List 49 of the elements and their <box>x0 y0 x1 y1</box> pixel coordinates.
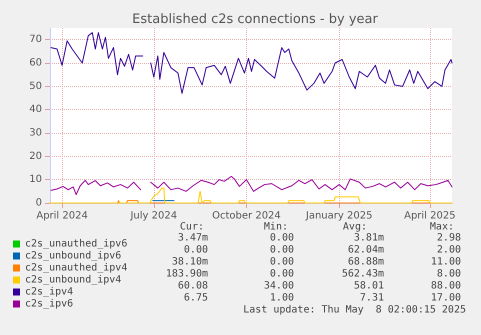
text: 183.90m <box>166 268 208 280</box>
text: 17.00 <box>430 292 461 304</box>
text: 8.00 <box>436 268 461 280</box>
text: 3.81m <box>354 232 384 244</box>
text: 11.00 <box>430 256 461 268</box>
text: Max: <box>430 222 454 232</box>
text: Cur: <box>180 222 204 232</box>
y-tick-label: 0 <box>36 198 42 208</box>
text: 0.00 <box>270 244 294 256</box>
text: 562.43m <box>342 268 384 280</box>
text: 0.00 <box>270 232 294 244</box>
text: 2.00 <box>436 244 461 256</box>
text: 0.00 <box>184 244 208 256</box>
legend-label: c2s_unauthed_ipv4 <box>25 262 128 274</box>
x-tick-label: April 2025 <box>404 210 456 222</box>
text: Min: <box>264 222 288 232</box>
text: 58.01 <box>354 280 384 292</box>
text: 0.00 <box>270 268 294 280</box>
text: 62.04m <box>348 244 384 256</box>
legend-label: c2s_unauthed_ipv6 <box>25 238 128 250</box>
x-tick-label: January 2025 <box>304 210 372 222</box>
y-tick-label: 70 <box>29 34 42 46</box>
text: 0.00 <box>270 256 294 268</box>
y-tick-label: 20 <box>29 150 42 162</box>
y-tick-label: 60 <box>29 58 42 68</box>
x-tick-label: July 2024 <box>129 210 178 222</box>
legend-label: c2s_unbound_ipv6 <box>25 250 122 262</box>
legend-label: c2s_unbound_ipv4 <box>25 274 122 286</box>
text: 1.00 <box>270 292 294 304</box>
y-tick-label: 40 <box>29 104 42 116</box>
text: 34.00 <box>264 280 294 292</box>
text: 60.08 <box>178 280 208 292</box>
text: 38.10m <box>172 256 208 268</box>
x-tick-label: October 2024 <box>212 210 281 222</box>
x-tick-label: April 2024 <box>36 210 88 222</box>
text: 2.98 <box>436 232 461 244</box>
text: 6.75 <box>184 292 208 304</box>
text: Last update: Thu May 8 02:00:15 2025 <box>243 304 466 316</box>
legend-label: c2s_ipv6 <box>25 298 74 310</box>
legend-label: c2s_ipv4 <box>25 286 74 298</box>
chart-title: Established c2s connections - by year <box>132 12 378 27</box>
y-tick-label: 30 <box>29 128 42 138</box>
text: 68.88m <box>348 256 384 268</box>
text: Avg: <box>342 222 367 232</box>
text: 3.47m <box>178 232 208 244</box>
y-tick-label: 50 <box>29 80 42 92</box>
text: 7.31 <box>360 292 384 304</box>
text: 88.00 <box>430 280 461 292</box>
y-tick-label: 10 <box>29 174 42 186</box>
